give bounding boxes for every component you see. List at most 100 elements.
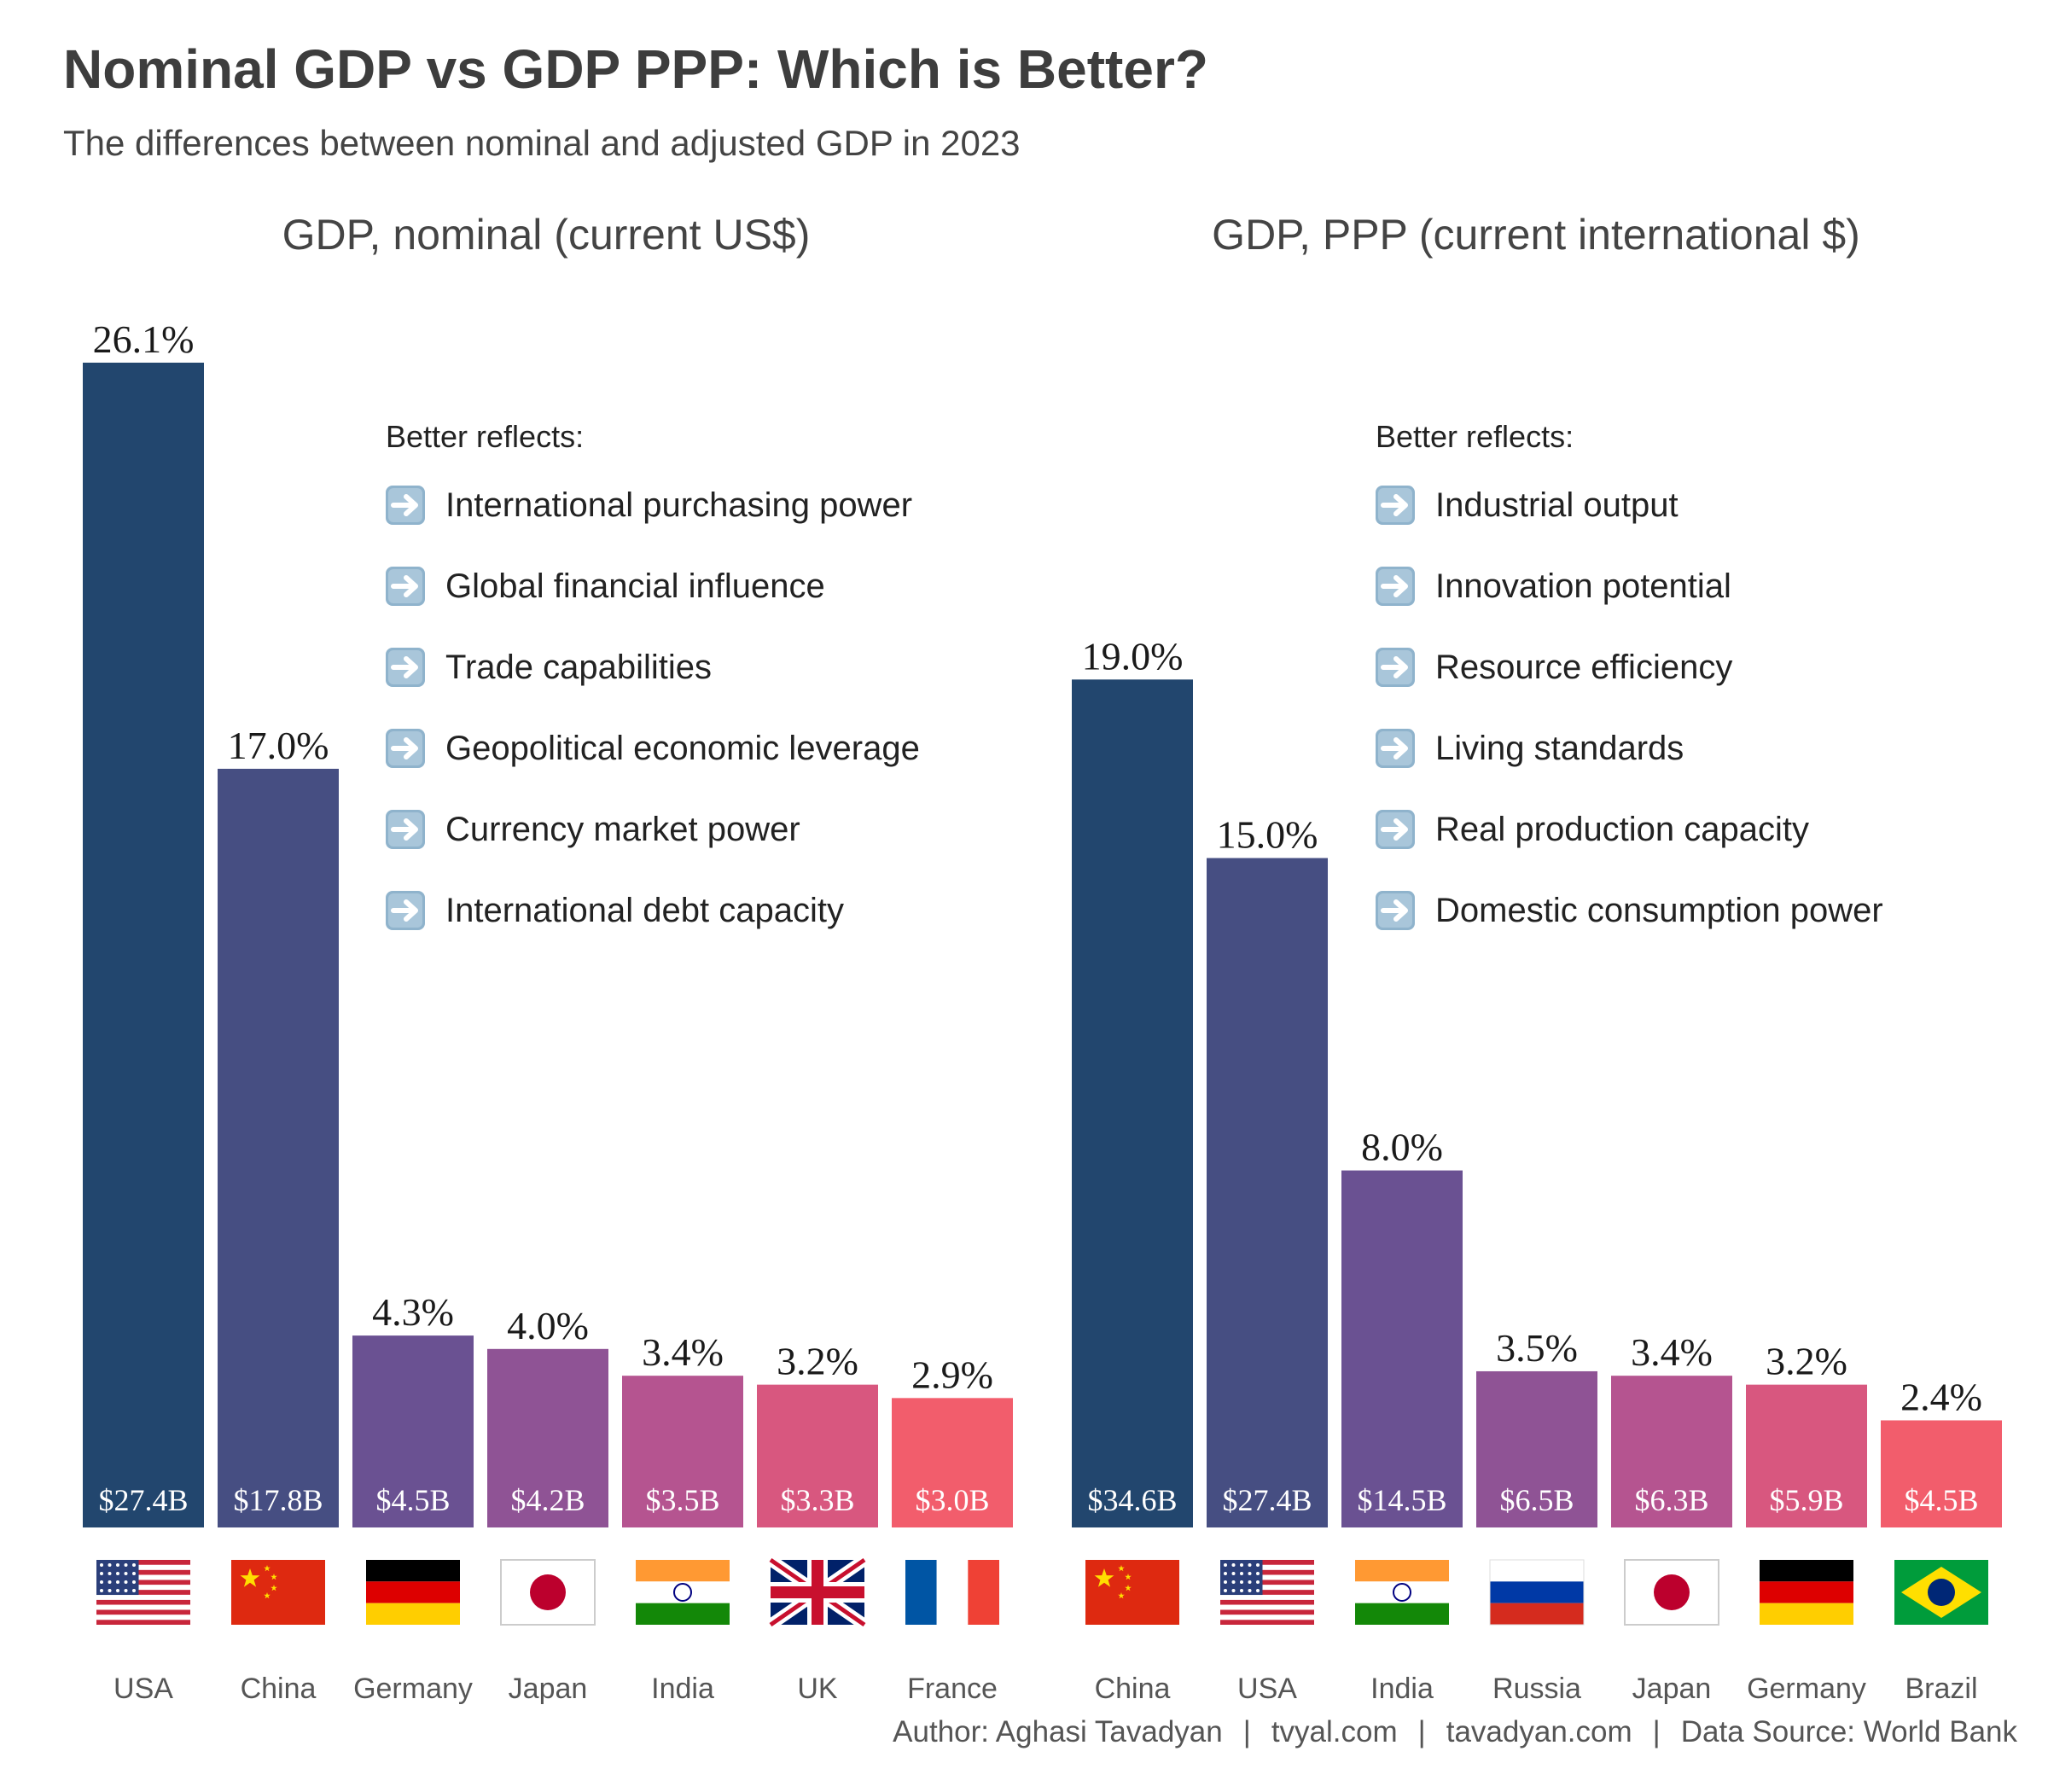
bar-gdp-label: $6.3B <box>1634 1483 1708 1517</box>
bar-gdp-label: $3.5B <box>645 1483 719 1517</box>
better-reflects-note: Better reflects: International purchasing… <box>386 419 920 930</box>
bar[interactable] <box>1341 1170 1463 1527</box>
india-flag-icon <box>636 1560 730 1625</box>
note-heading: Better reflects: <box>1376 419 1574 454</box>
bar-percent-label: 26.1% <box>93 317 195 361</box>
country-label: Russia <box>1492 1673 1581 1705</box>
bar-gdp-label: $4.5B <box>375 1483 450 1517</box>
russia-flag-icon <box>1489 1559 1585 1626</box>
bar[interactable] <box>757 1384 878 1527</box>
country-label: Japan <box>1632 1673 1712 1705</box>
note-heading: Better reflects: <box>386 419 584 454</box>
arrow-right-icon <box>386 486 425 525</box>
bar-gdp-label: $27.4B <box>98 1483 188 1517</box>
bar-gdp-label: $6.5B <box>1499 1483 1574 1517</box>
bar-percent-label: 4.3% <box>372 1290 454 1334</box>
bar-percent-label: 4.0% <box>507 1304 589 1347</box>
bar[interactable] <box>218 768 339 1527</box>
chart-panel-1: GDP, nominal (current US$) 26.1% $27.4B USA… <box>83 211 1013 1705</box>
bar[interactable] <box>1207 858 1328 1527</box>
country-label: Japan <box>509 1673 588 1705</box>
bar[interactable] <box>352 1335 474 1527</box>
bar-percent-label: 17.0% <box>228 724 329 767</box>
country-label: France <box>907 1673 998 1705</box>
bar-percent-label: 3.2% <box>1766 1340 1847 1383</box>
footer-link-tvyal[interactable]: tvyal.com <box>1271 1715 1398 1748</box>
chart-title: Nominal GDP vs GDP PPP: Which is Better? <box>63 38 1208 100</box>
bar[interactable] <box>1072 679 1193 1527</box>
bar[interactable] <box>1611 1376 1732 1527</box>
note-item: Innovation potential <box>1435 567 1731 605</box>
country-label: Germany <box>353 1673 473 1705</box>
india-flag-icon <box>1355 1560 1449 1625</box>
bar-gdp-label: $3.3B <box>780 1483 854 1517</box>
better-reflects-note: Better reflects: Industrial output Innovat… <box>1376 419 1883 930</box>
note-item: Living standards <box>1435 730 1684 767</box>
footer-source: Data Source: World Bank <box>1680 1715 2017 1748</box>
chart-subtitle: The differences between nominal and adju… <box>63 123 1021 163</box>
country-label: Germany <box>1747 1673 1866 1705</box>
bar-gdp-label: $34.6B <box>1087 1483 1177 1517</box>
footer: Author: Aghasi Tavadyan | tvyal.com | tavady… <box>893 1715 2017 1749</box>
japan-flag-icon <box>500 1559 596 1626</box>
brazil-flag-icon <box>1894 1560 1988 1625</box>
arrow-right-icon <box>386 810 425 849</box>
bar-percent-label: 2.4% <box>1900 1375 1982 1418</box>
note-item: Currency market power <box>445 811 800 848</box>
country-label: China <box>1095 1673 1171 1705</box>
bar[interactable] <box>1881 1420 2002 1527</box>
note-item: Geopolitical economic leverage <box>445 730 920 767</box>
bar[interactable] <box>1476 1370 1597 1527</box>
arrow-right-icon <box>386 891 425 930</box>
arrow-right-icon <box>1376 648 1415 687</box>
bar-percent-label: 15.0% <box>1217 813 1318 857</box>
bar-gdp-label: $4.2B <box>510 1483 585 1517</box>
bar-percent-label: 3.5% <box>1496 1326 1578 1370</box>
panel-title: GDP, PPP (current international $) <box>1212 211 1860 259</box>
country-label: USA <box>1237 1673 1297 1705</box>
germany-flag-icon <box>366 1560 460 1625</box>
arrow-right-icon <box>1376 567 1415 606</box>
bar-percent-label: 3.2% <box>777 1340 858 1383</box>
arrow-right-icon <box>1376 891 1415 930</box>
arrow-right-icon <box>386 648 425 687</box>
bar[interactable] <box>83 363 204 1527</box>
note-item: International purchasing power <box>445 486 912 524</box>
bar-percent-label: 19.0% <box>1082 634 1184 678</box>
chart-panel-2: GDP, PPP (current international $) 19.0% $… <box>1072 211 2002 1705</box>
germany-flag-icon <box>1760 1560 1853 1625</box>
note-item: Domestic consumption power <box>1435 892 1883 929</box>
bar-percent-label: 3.4% <box>642 1330 724 1374</box>
china-flag-icon <box>231 1560 325 1625</box>
footer-separator: | <box>1242 1715 1251 1748</box>
bar-gdp-label: $17.8B <box>233 1483 323 1517</box>
footer-author: Author: Aghasi Tavadyan <box>893 1715 1223 1748</box>
footer-separator: | <box>1417 1715 1426 1748</box>
bar[interactable] <box>622 1376 743 1527</box>
note-item: International debt capacity <box>445 892 844 929</box>
japan-flag-icon <box>1624 1559 1719 1626</box>
country-label: India <box>651 1673 714 1705</box>
footer-separator: | <box>1652 1715 1661 1748</box>
bar-percent-label: 3.4% <box>1631 1330 1713 1374</box>
france-flag-icon <box>905 1560 999 1625</box>
bar-gdp-label: $5.9B <box>1769 1483 1843 1517</box>
panel-title: GDP, nominal (current US$) <box>282 211 811 259</box>
bar-gdp-label: $4.5B <box>1904 1483 1978 1517</box>
bar[interactable] <box>892 1398 1013 1527</box>
country-label: India <box>1370 1673 1434 1705</box>
bar-percent-label: 2.9% <box>911 1353 993 1396</box>
bar-percent-label: 8.0% <box>1361 1126 1443 1169</box>
note-item: Trade capabilities <box>445 649 712 686</box>
bar-gdp-label: $3.0B <box>915 1483 989 1517</box>
bar[interactable] <box>1746 1384 1867 1527</box>
arrow-right-icon <box>386 567 425 606</box>
arrow-right-icon <box>1376 486 1415 525</box>
footer-link-tavadyan[interactable]: tavadyan.com <box>1446 1715 1632 1748</box>
note-item: Global financial influence <box>445 567 825 605</box>
bar[interactable] <box>487 1348 608 1527</box>
arrow-right-icon <box>1376 810 1415 849</box>
country-label: China <box>241 1673 317 1705</box>
note-item: Industrial output <box>1435 486 1679 524</box>
